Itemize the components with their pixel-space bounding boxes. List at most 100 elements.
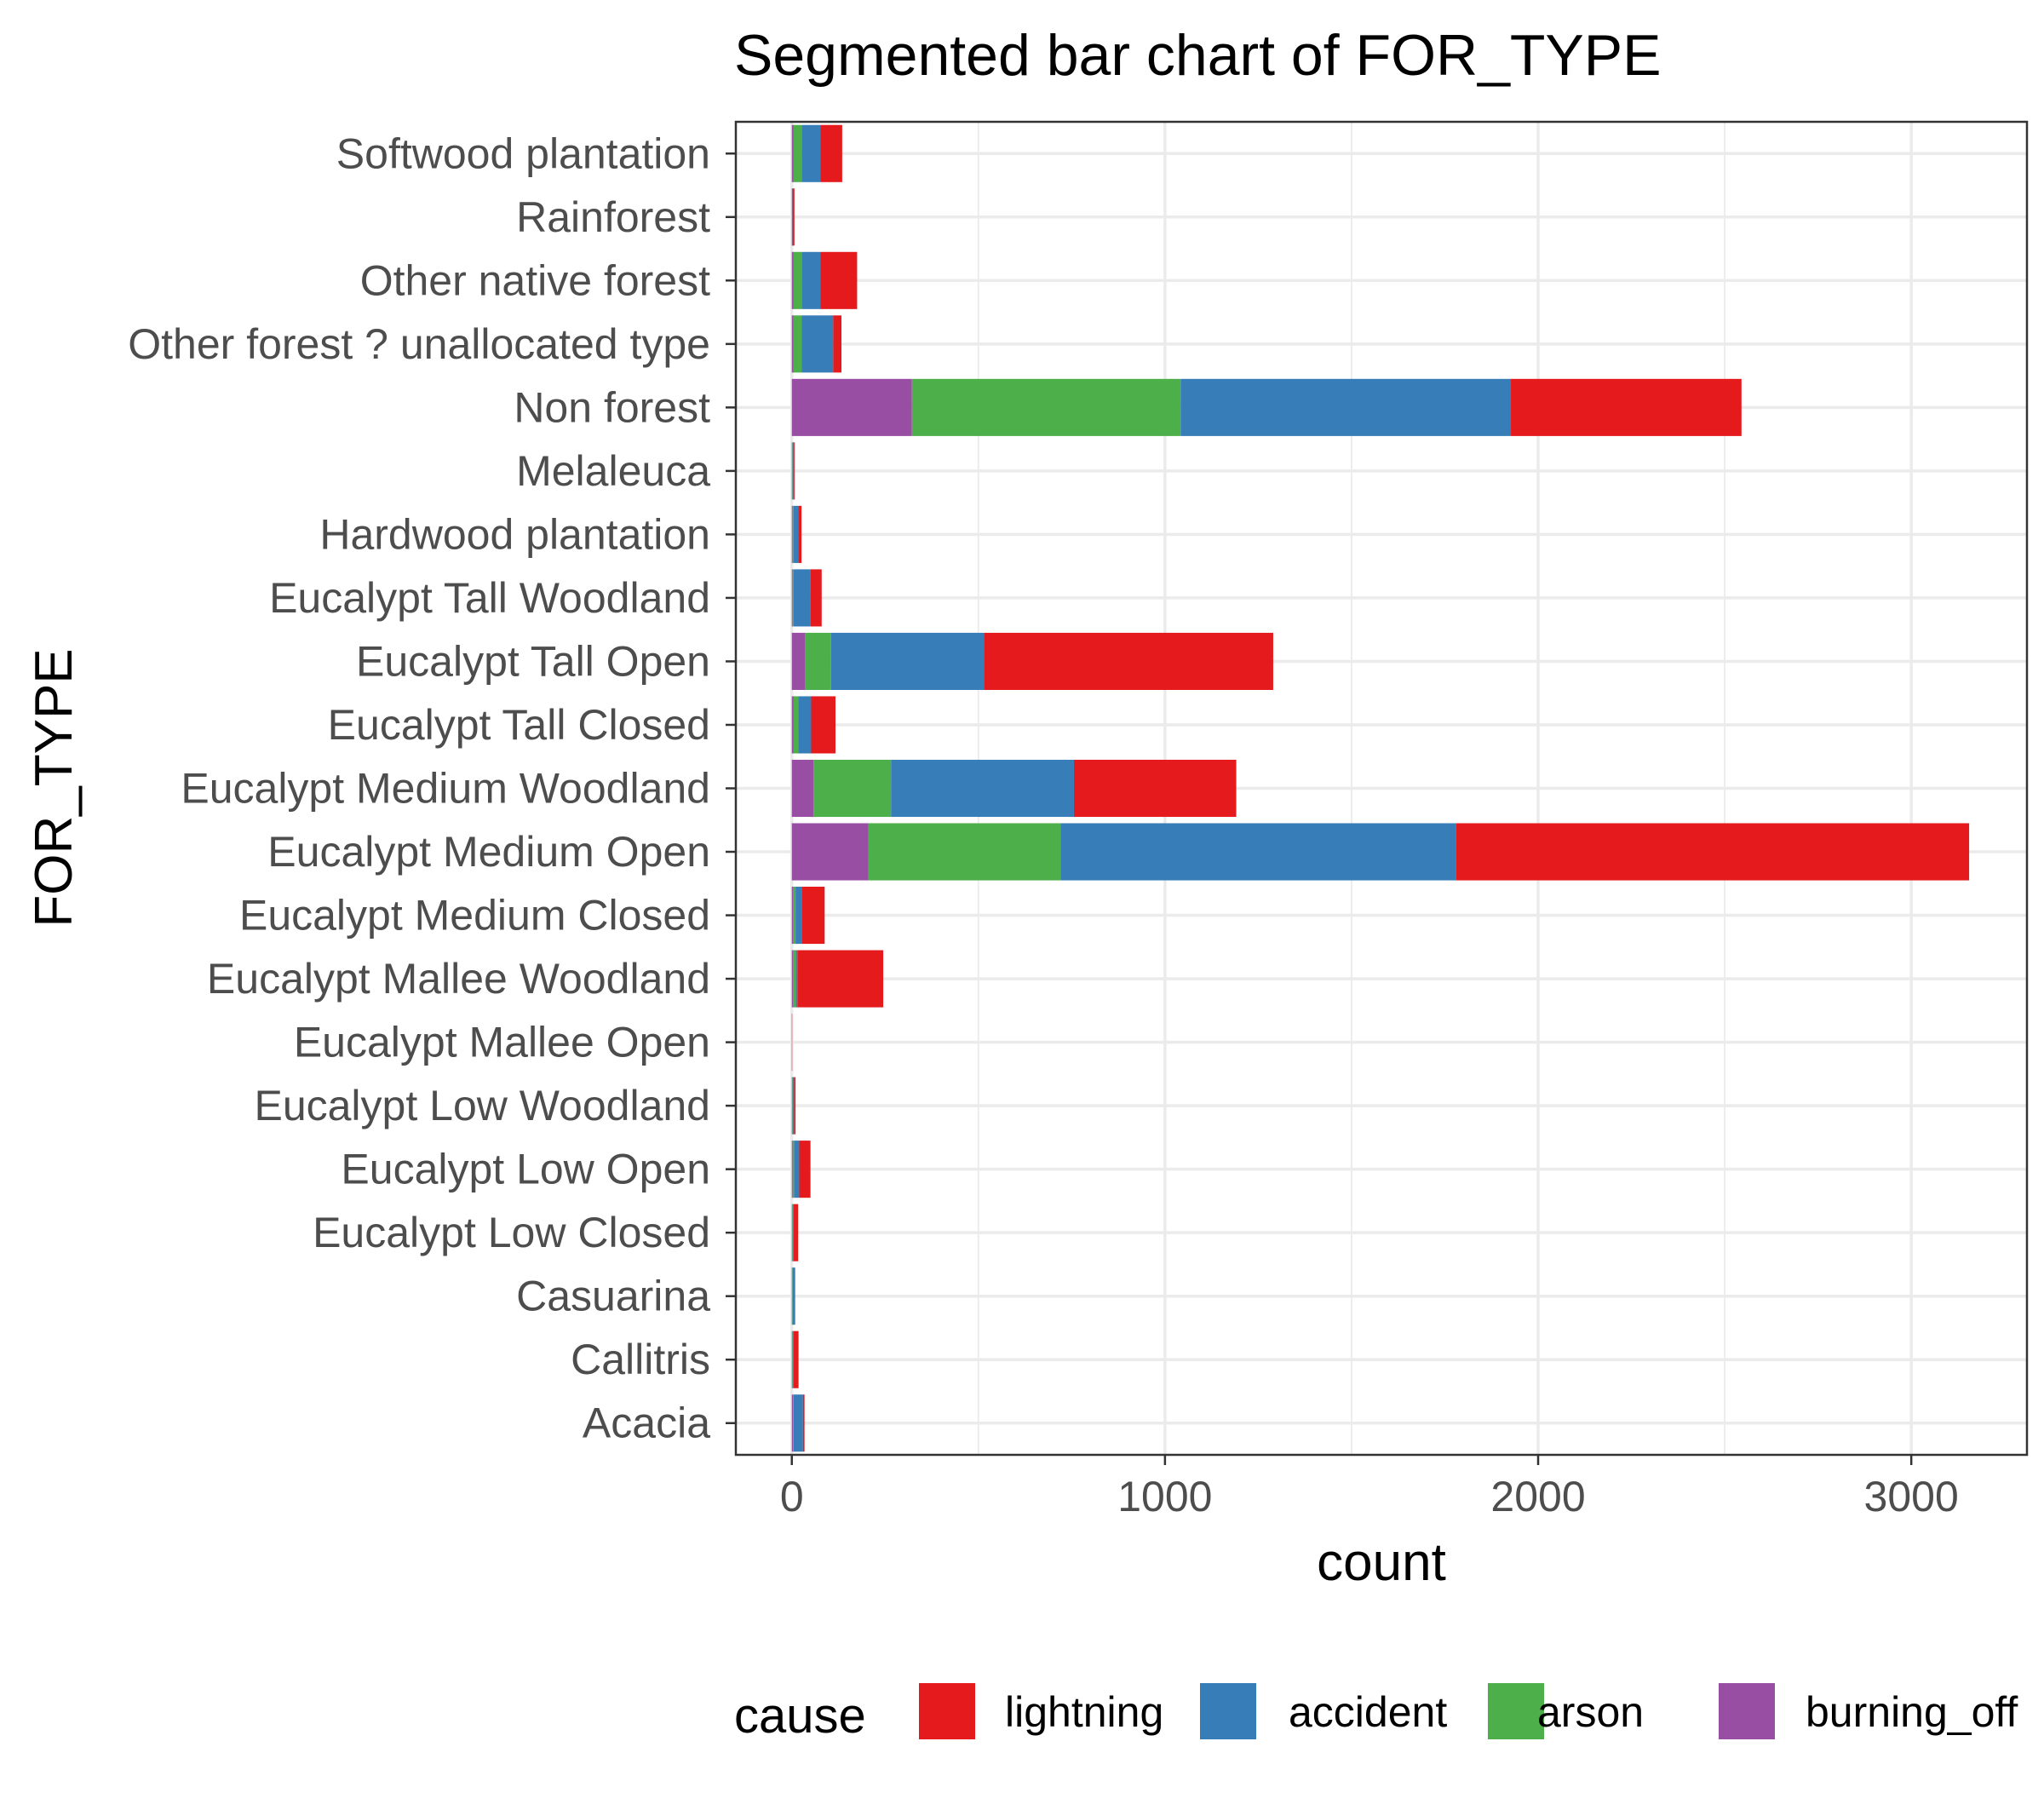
bar-segment-burning_off xyxy=(791,1394,794,1452)
bar-segment-accident xyxy=(792,1077,795,1135)
y-tick-label: Callitris xyxy=(571,1336,710,1383)
bar-segment-burning_off xyxy=(791,124,794,182)
legend-label-arson: arson xyxy=(1537,1688,1644,1736)
bar-segment-arson xyxy=(793,950,796,1008)
bar-segment-burning_off xyxy=(791,759,814,818)
y-tick-label: Acacia xyxy=(583,1399,710,1447)
bar-segment-burning_off xyxy=(791,1077,793,1135)
bar-segment-arson xyxy=(792,1267,793,1325)
legend-label-burning_off: burning_off xyxy=(1806,1688,2018,1736)
bar-segment-accident xyxy=(792,442,795,500)
bar-segment-lightning xyxy=(833,315,841,373)
bar-segment-arson xyxy=(793,887,796,945)
y-tick-label: Eucalypt Mallee Open xyxy=(294,1019,710,1066)
bar-segment-arson xyxy=(792,1141,795,1198)
y-tick-label: Eucalypt Low Closed xyxy=(313,1209,710,1256)
bar-segment-accident xyxy=(792,1204,794,1261)
bar-segment-lightning xyxy=(820,124,842,182)
bar-segment-lightning xyxy=(793,1204,799,1261)
y-tick-label: Eucalypt Medium Woodland xyxy=(181,765,710,813)
y-tick-label: Rainforest xyxy=(516,193,710,241)
bar-segment-burning_off xyxy=(791,696,794,754)
bar-segment-lightning xyxy=(1511,378,1742,436)
y-tick-label: Eucalypt Mallee Woodland xyxy=(207,955,710,1003)
bar-segment-accident xyxy=(792,1330,794,1388)
y-tick-label: Eucalypt Medium Closed xyxy=(239,892,710,940)
bar-segment-lightning xyxy=(820,251,858,309)
y-axis-title: FOR_TYPE xyxy=(25,648,83,927)
y-tick-label: Other native forest xyxy=(360,256,710,304)
bar-segment-arson xyxy=(792,1204,793,1261)
bar-segment-accident xyxy=(795,950,798,1008)
bar-segment-arson xyxy=(805,632,831,690)
x-tick-label: 0 xyxy=(780,1473,804,1520)
bar-segment-lightning xyxy=(1073,759,1237,818)
bar-segment-lightning xyxy=(794,442,795,500)
x-tick-label: 1000 xyxy=(1117,1473,1212,1520)
bar-segment-arson xyxy=(911,378,1181,436)
x-axis-title: count xyxy=(1317,1533,1446,1592)
bar-segment-lightning xyxy=(1455,823,1970,881)
y-tick-label: Non forest xyxy=(514,383,710,431)
bar-segment-burning_off xyxy=(791,251,794,309)
y-tick-label: Eucalypt Tall Open xyxy=(356,637,710,685)
y-tick-label: Softwood plantation xyxy=(336,129,710,177)
bar-segment-lightning xyxy=(797,950,884,1008)
bar-segment-accident xyxy=(793,505,799,563)
bar-segment-burning_off xyxy=(791,823,869,881)
y-tick-label: Other forest ? unallocated type xyxy=(128,320,710,368)
bar-segment-arson xyxy=(792,505,794,563)
bar-segment-accident xyxy=(830,632,985,690)
legend-key-burning_off xyxy=(1719,1683,1775,1739)
y-tick-label: Eucalypt Low Woodland xyxy=(254,1082,710,1129)
bar-segment-lightning xyxy=(801,887,825,945)
y-tick-label: Eucalypt Tall Closed xyxy=(328,701,710,749)
bar-segment-arson xyxy=(868,823,1061,881)
x-tick-label: 3000 xyxy=(1864,1473,1959,1520)
bar-segment-accident xyxy=(791,188,793,246)
bar-segment-accident xyxy=(891,759,1074,818)
legend-key-arson xyxy=(1488,1683,1544,1739)
bar-segment-arson xyxy=(792,442,793,500)
bar-segment-lightning xyxy=(793,1330,799,1388)
bar-segment-arson xyxy=(793,696,799,754)
bar-segment-burning_off xyxy=(791,442,793,500)
bar-segment-lightning xyxy=(984,632,1273,690)
bar-segment-lightning xyxy=(794,1077,796,1135)
bar-segment-lightning xyxy=(810,569,822,627)
bar-segment-burning_off xyxy=(791,1330,793,1388)
legend-title: cause xyxy=(734,1688,866,1744)
bar-segment-arson xyxy=(793,315,802,373)
legend: cause lightning accident arson burning_off xyxy=(734,1683,2018,1744)
bar-segment-lightning xyxy=(798,505,802,563)
bar-segment-accident xyxy=(793,569,811,627)
bar-segment-burning_off xyxy=(791,632,806,690)
bar-segment-burning_off xyxy=(791,505,793,563)
bar-segment-burning_off xyxy=(791,1267,793,1325)
bar-segment-accident xyxy=(801,124,821,182)
bar-segment-lightning xyxy=(811,696,835,754)
bar-segment-burning_off xyxy=(791,1141,793,1198)
legend-label-lightning: lightning xyxy=(1005,1688,1163,1736)
bar-segment-accident xyxy=(1180,378,1512,436)
bar-segment-burning_off xyxy=(791,887,794,945)
bar-segment-burning_off xyxy=(791,378,912,436)
bar-segment-accident xyxy=(801,315,834,373)
legend-key-accident xyxy=(1200,1683,1256,1739)
y-tick-label: Hardwood plantation xyxy=(319,510,710,558)
bar-segment-lightning xyxy=(792,188,795,246)
y-tick-label: Eucalypt Low Open xyxy=(341,1146,710,1193)
x-tick-label: 2000 xyxy=(1490,1473,1585,1520)
bar-segment-burning_off xyxy=(791,950,794,1008)
chart-title: Segmented bar chart of FOR_TYPE xyxy=(734,23,1662,88)
bar-segment-arson xyxy=(793,251,802,309)
bar-segment-arson xyxy=(792,569,794,627)
bar-segment-accident xyxy=(795,887,802,945)
bar-segment-burning_off xyxy=(791,569,793,627)
legend-key-lightning xyxy=(919,1683,975,1739)
bar-segment-burning_off xyxy=(791,315,794,373)
bar-segment-arson xyxy=(792,1330,793,1388)
bar-segment-burning_off xyxy=(791,1204,793,1261)
